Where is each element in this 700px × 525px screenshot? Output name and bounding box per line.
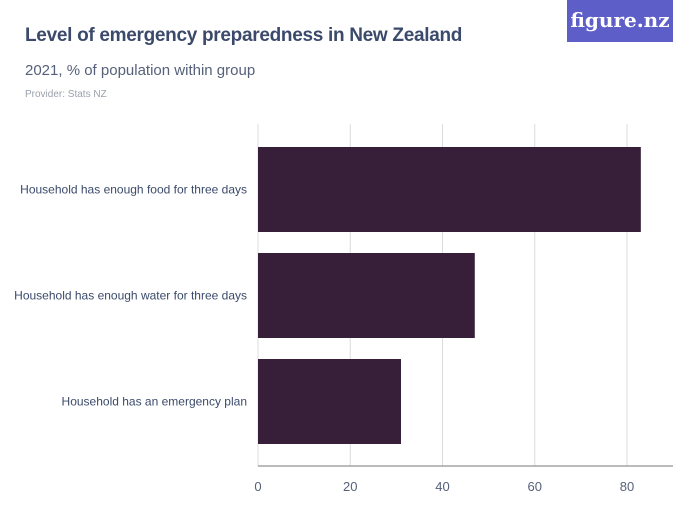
chart-title: Level of emergency preparedness in New Z…: [25, 25, 463, 46]
x-tick-label: 20: [343, 479, 357, 494]
provider-label: Provider: Stats NZ: [25, 89, 107, 100]
chart-subtitle: 2021, % of population within group: [25, 62, 256, 79]
category-label: Household has enough food for three days: [20, 183, 247, 197]
category-label: Household has an emergency plan: [62, 395, 247, 409]
x-tick-label: 60: [528, 479, 542, 494]
bar: [258, 253, 475, 338]
bar: [258, 147, 641, 232]
x-tick-label: 0: [254, 479, 261, 494]
x-tick-label: 80: [620, 479, 634, 494]
x-tick-label: 40: [435, 479, 449, 494]
category-label: Household has enough water for three day…: [14, 289, 247, 303]
figure-nz-logo[interactable]: figure.nz: [567, 0, 673, 42]
bar: [258, 359, 401, 444]
